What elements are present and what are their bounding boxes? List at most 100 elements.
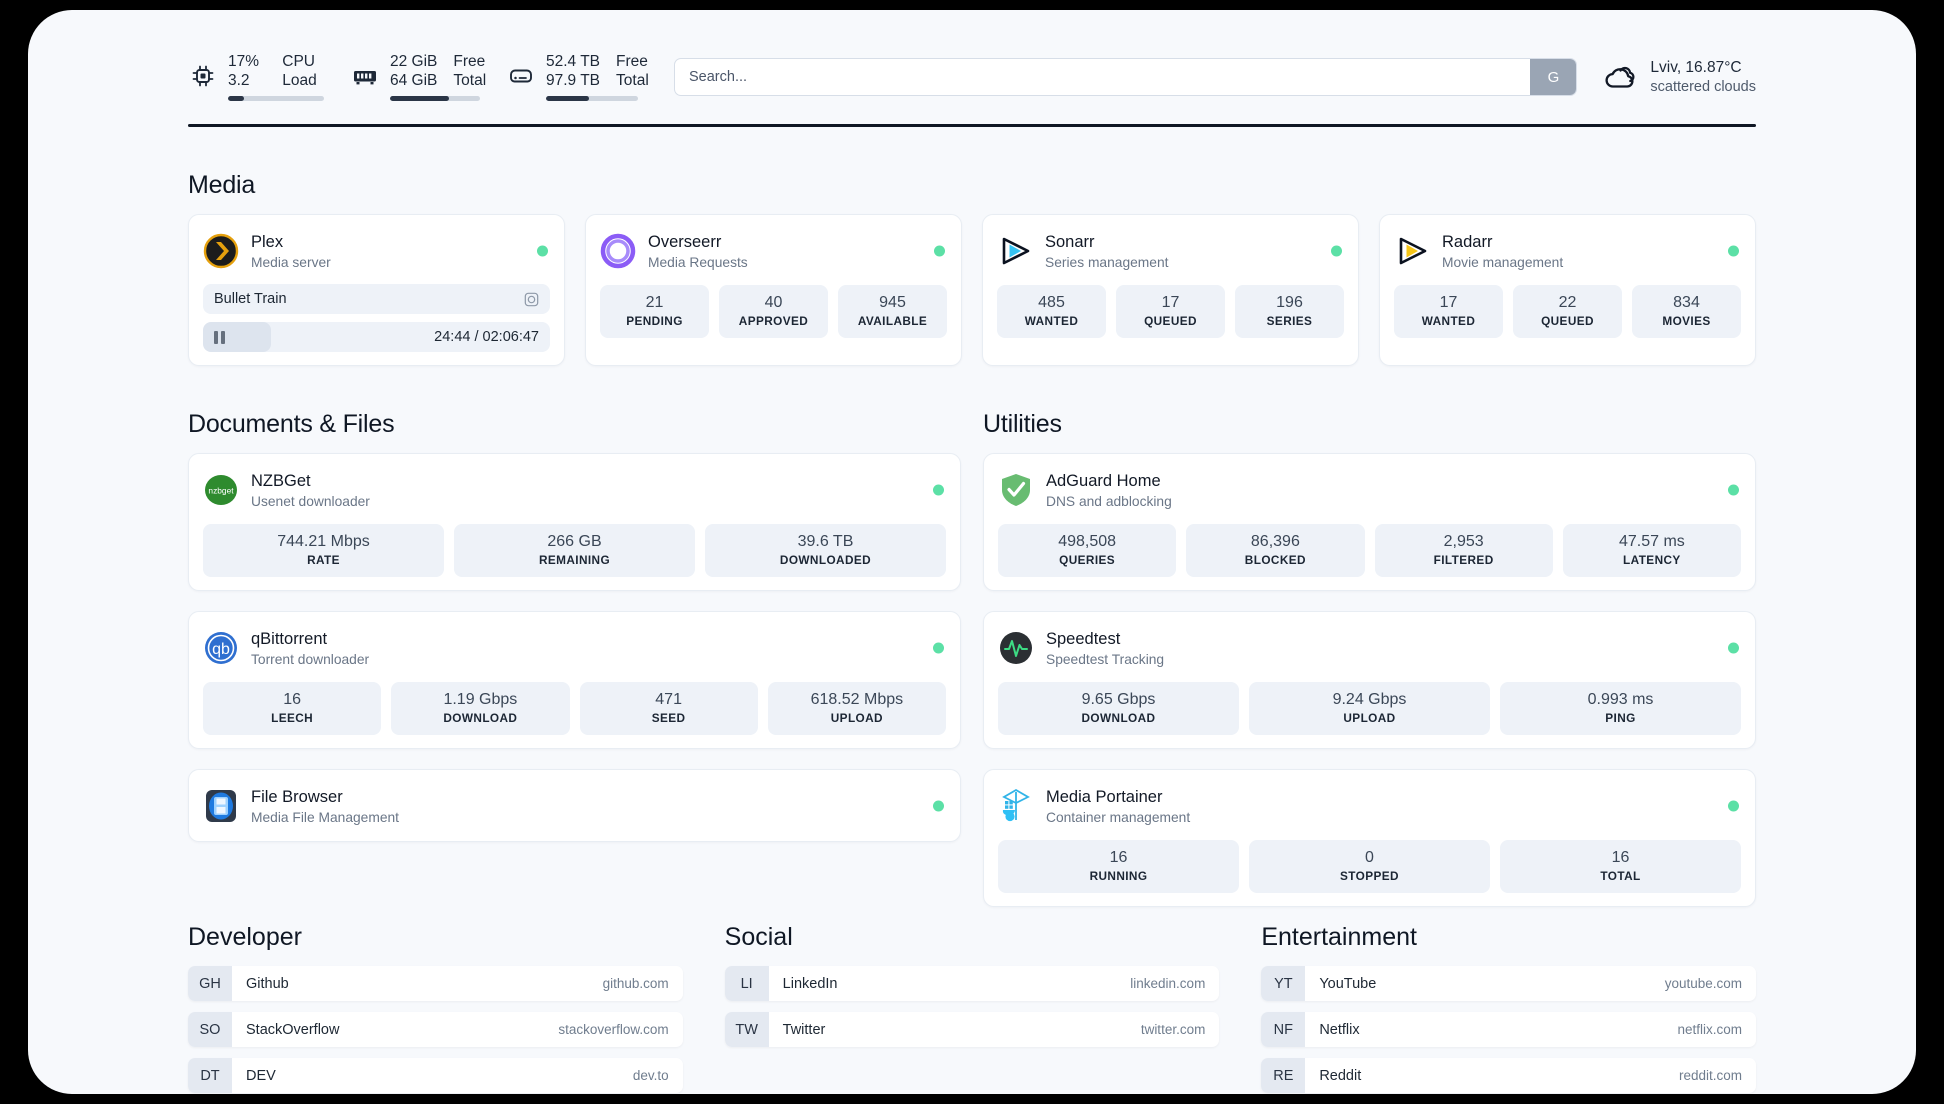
svg-text:qb: qb — [212, 641, 230, 658]
service-card-radarr[interactable]: Radarr Movie management 17 WANTED 22 QUEUED 83… — [1379, 214, 1756, 366]
stat-progress-bar — [390, 96, 480, 101]
status-badge — [1728, 800, 1739, 812]
service-card-sonarr[interactable]: Sonarr Series management 485 WANTED 17 QUEUED… — [982, 214, 1359, 366]
service-card-plex[interactable]: Plex Media server Bullet Train 24:44 / 02:0… — [188, 214, 565, 366]
bookmark-item[interactable]: GH Github github.com — [188, 966, 683, 1001]
bookmark-item[interactable]: TW Twitter twitter.com — [724, 1012, 1220, 1047]
stat-cell-label: QUEUED — [1541, 314, 1594, 328]
bookmark-item[interactable]: SO StackOverflow stackoverflow.com — [188, 1012, 683, 1047]
bookmark-url: stackoverflow.com — [558, 1022, 669, 1037]
cpu-icon — [188, 61, 218, 91]
stat-cell-series: 196 SERIES — [1235, 285, 1344, 338]
search-box[interactable]: G — [674, 58, 1578, 96]
service-card-qbittorrent[interactable]: qb qBittorrent Torrent downloader 16 LEECH 1.… — [188, 611, 961, 749]
stat-cell-value: 9.24 Gbps — [1332, 691, 1407, 708]
service-name: qBittorrent — [251, 629, 328, 648]
stat-cell-label: DOWNLOAD — [443, 711, 518, 725]
card-header: Speedtest Speedtest Tracking — [998, 626, 1741, 670]
stat-cell-label: TOTAL — [1600, 869, 1641, 883]
bookmark-abbreviation: YT — [1261, 966, 1306, 1001]
now-playing-title-row: Bullet Train — [203, 284, 550, 314]
stat-cell-value: 16 — [1611, 849, 1630, 866]
service-name: File Browser — [251, 787, 343, 806]
service-card-media-portainer[interactable]: Media Portainer Container management 16 RUN… — [983, 769, 1756, 907]
stat-cell-value: 40 — [764, 294, 783, 311]
bookmarks-area: Developer GH Github github.com SO StackOverfl… — [188, 923, 1756, 1094]
stat-cell-value: 2,953 — [1443, 533, 1484, 550]
bookmark-item[interactable]: LI LinkedIn linkedin.com — [724, 966, 1220, 1001]
stat-value: 64 GiB — [390, 72, 438, 89]
card-header: Overseerr Media Requests — [600, 229, 947, 273]
stat-cell-value: 498,508 — [1058, 533, 1117, 550]
bookmark-url: linkedin.com — [1130, 976, 1206, 991]
nzbget-icon: nzbget — [203, 472, 239, 508]
stat-cell-label: LATENCY — [1623, 553, 1681, 567]
bookmark-abbreviation: GH — [188, 966, 232, 1001]
service-name: Plex — [251, 232, 284, 251]
plex-icon — [203, 233, 239, 269]
service-card-nzbget[interactable]: nzbget NZBGet Usenet downloader 744.21 Mbps… — [188, 453, 961, 591]
service-description: Movie management — [1442, 254, 1564, 270]
header-bar: 17% CPU 3.2 Load 22 GiB Free 64 GiB Total 52.4 T… — [188, 40, 1756, 106]
section-title-media: Media — [188, 171, 256, 199]
stat-label: CPU — [282, 53, 315, 70]
bookmark-name: Github — [246, 975, 289, 992]
pause-icon[interactable] — [214, 330, 225, 344]
section-title-utilities: Utilities — [983, 410, 1062, 438]
bookmark-item[interactable]: NF Netflix netflix.com — [1261, 1012, 1756, 1047]
bookmark-name: StackOverflow — [246, 1021, 340, 1038]
service-stats-row: 16 RUNNING 0 STOPPED 16 TOTAL — [998, 840, 1741, 893]
stat-cell-label: PENDING — [626, 314, 683, 328]
speedtest-icon — [998, 630, 1034, 666]
stat-cell-value: 485 — [1038, 294, 1065, 311]
disk-icon — [506, 61, 536, 91]
stat-cell-seed: 471 SEED — [579, 682, 758, 735]
card-header: nzbget NZBGet Usenet downloader — [203, 468, 946, 512]
service-name: AdGuard Home — [1046, 471, 1161, 490]
card-header: Sonarr Series management — [997, 229, 1344, 273]
bookmark-group-social: Social LI LinkedIn linkedin.com TW Twitter twi… — [724, 923, 1220, 1093]
search-input[interactable] — [675, 59, 1531, 95]
bookmark-item[interactable]: DT DEV dev.to — [188, 1058, 683, 1093]
stat-cell-value: 196 — [1276, 294, 1303, 311]
ram-icon — [350, 61, 380, 91]
stat-cell-queued: 22 QUEUED — [1513, 285, 1622, 338]
stat-cell-value: 471 — [655, 691, 682, 708]
service-description: Media Requests — [648, 254, 748, 270]
service-card-speedtest[interactable]: Speedtest Speedtest Tracking 9.65 Gbps DOWN… — [983, 611, 1756, 749]
service-name: NZBGet — [251, 471, 311, 490]
service-card-file-browser[interactable]: File Browser Media File Management — [188, 769, 961, 842]
service-stats-row: 16 LEECH 1.19 Gbps DOWNLOAD 471 SEED 618.52 Mb… — [203, 682, 946, 735]
bookmark-group-title: Entertainment — [1261, 923, 1417, 951]
stat-cell-remaining: 266 GB REMAINING — [454, 524, 695, 577]
status-badge — [1728, 484, 1739, 496]
stat-cell-label: RATE — [307, 553, 340, 567]
bookmark-group-title: Developer — [188, 923, 302, 951]
stat-cell-download: 9.65 Gbps DOWNLOAD — [998, 682, 1239, 735]
stat-cell-value: 1.19 Gbps — [443, 691, 518, 708]
search-submit-button[interactable]: G — [1530, 59, 1577, 95]
stat-cell-download: 1.19 Gbps DOWNLOAD — [391, 682, 570, 735]
stat-label: Total — [616, 72, 649, 89]
service-name: Sonarr — [1045, 232, 1095, 251]
stat-cell-available: 945 AVAILABLE — [838, 285, 947, 338]
bookmark-group-developer: Developer GH Github github.com SO StackOverfl… — [188, 923, 683, 1093]
stat-cell-rate: 744.21 Mbps RATE — [203, 524, 444, 577]
card-header: Radarr Movie management — [1394, 229, 1741, 273]
stat-cell-value: 21 — [645, 294, 664, 311]
service-card-adguard-home[interactable]: AdGuard Home DNS and adblocking 498,508 QUE… — [983, 453, 1756, 591]
stat-cell-label: WANTED — [1024, 314, 1079, 328]
service-stats-row: 485 WANTED 17 QUEUED 196 SERIES — [997, 285, 1344, 338]
stat-cell-value: 0.993 ms — [1587, 691, 1654, 708]
service-description: Media File Management — [251, 809, 400, 825]
stat-cell-label: MOVIES — [1662, 314, 1711, 328]
stat-cell-value: 47.57 ms — [1618, 533, 1685, 550]
playback-progress-bar[interactable]: 24:44 / 02:06:47 — [203, 322, 550, 352]
bookmark-item[interactable]: YT YouTube youtube.com — [1261, 966, 1756, 1001]
dashboard-screen: 17% CPU 3.2 Load 22 GiB Free 64 GiB Total 52.4 T… — [28, 10, 1916, 1094]
bookmark-item[interactable]: RE Reddit reddit.com — [1261, 1058, 1756, 1093]
bookmark-url: netflix.com — [1677, 1022, 1742, 1037]
bookmark-abbreviation: TW — [724, 1012, 769, 1047]
cast-icon[interactable] — [524, 292, 539, 307]
service-card-overseerr[interactable]: Overseerr Media Requests 21 PENDING 40 APPROV… — [585, 214, 962, 366]
